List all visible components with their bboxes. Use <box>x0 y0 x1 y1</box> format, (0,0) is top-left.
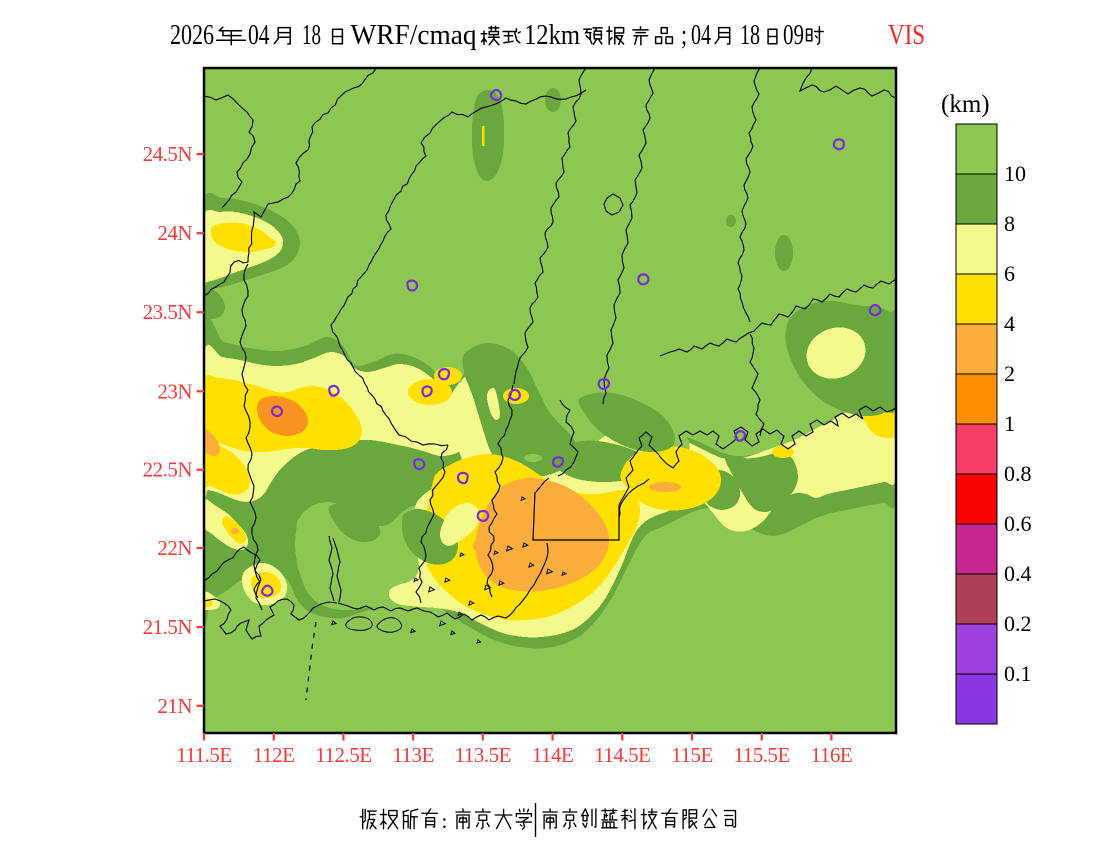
svg-text:10: 10 <box>1004 161 1026 186</box>
svg-text:112.5E: 112.5E <box>315 743 371 767</box>
svg-text::: : <box>442 809 448 833</box>
svg-text:18: 18 <box>740 20 760 51</box>
svg-text:6: 6 <box>1004 261 1015 286</box>
svg-text:111.5E: 111.5E <box>176 743 232 767</box>
svg-text:4: 4 <box>1004 311 1015 336</box>
svg-text:113E: 113E <box>392 743 434 767</box>
svg-text:24.5N: 24.5N <box>143 142 193 166</box>
svg-text:18: 18 <box>302 20 321 51</box>
svg-text:04: 04 <box>248 20 270 51</box>
svg-text:23N: 23N <box>157 379 192 403</box>
svg-text:04: 04 <box>691 20 711 51</box>
svg-text:116E: 116E <box>811 743 853 767</box>
svg-text:0.1: 0.1 <box>1004 661 1032 686</box>
svg-text:0.8: 0.8 <box>1004 461 1032 486</box>
svg-text:2: 2 <box>1004 361 1015 386</box>
svg-text:0.4: 0.4 <box>1004 561 1032 586</box>
svg-text:115E: 115E <box>671 743 713 767</box>
svg-text:;: ; <box>681 20 687 51</box>
svg-text:VIS: VIS <box>888 20 925 51</box>
svg-text:(km): (km) <box>941 91 990 118</box>
svg-text:12km: 12km <box>524 20 580 51</box>
svg-text:21.5N: 21.5N <box>143 615 193 639</box>
svg-text:21N: 21N <box>157 694 192 718</box>
svg-text:24N: 24N <box>157 221 192 245</box>
svg-text:114E: 114E <box>532 743 574 767</box>
svg-text:0.2: 0.2 <box>1004 611 1032 636</box>
svg-text:1: 1 <box>1004 411 1015 436</box>
svg-text:114.5E: 114.5E <box>594 743 650 767</box>
svg-text:115.5E: 115.5E <box>734 743 790 767</box>
svg-text:8: 8 <box>1004 211 1015 236</box>
svg-text:WRF/cmaq: WRF/cmaq <box>351 20 477 51</box>
svg-text:22.5N: 22.5N <box>143 458 193 482</box>
svg-text:113.5E: 113.5E <box>455 743 511 767</box>
svg-text:2026: 2026 <box>170 20 214 51</box>
svg-text:23.5N: 23.5N <box>143 300 193 324</box>
svg-text:22N: 22N <box>157 536 192 560</box>
svg-text:0.6: 0.6 <box>1004 511 1032 536</box>
svg-text:112E: 112E <box>253 743 295 767</box>
svg-text:09: 09 <box>783 20 804 51</box>
